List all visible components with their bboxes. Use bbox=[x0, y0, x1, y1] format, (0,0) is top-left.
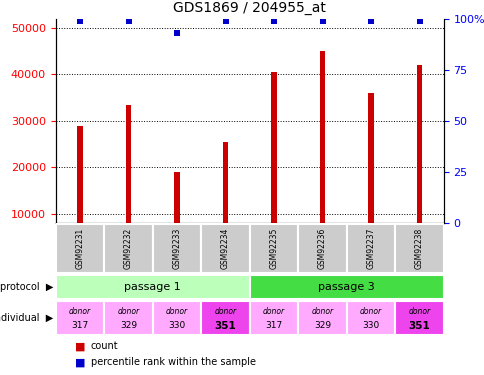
FancyBboxPatch shape bbox=[249, 224, 298, 273]
Text: count: count bbox=[91, 341, 118, 351]
Text: donor: donor bbox=[311, 307, 333, 316]
Text: 351: 351 bbox=[214, 321, 236, 331]
FancyBboxPatch shape bbox=[394, 224, 443, 273]
FancyBboxPatch shape bbox=[104, 301, 152, 335]
FancyBboxPatch shape bbox=[152, 301, 201, 335]
Text: 330: 330 bbox=[362, 321, 379, 330]
Point bbox=[221, 18, 229, 24]
Text: donor: donor bbox=[166, 307, 188, 316]
FancyBboxPatch shape bbox=[56, 224, 104, 273]
Text: 317: 317 bbox=[71, 321, 89, 330]
FancyBboxPatch shape bbox=[249, 275, 443, 298]
Text: GSM92234: GSM92234 bbox=[221, 228, 229, 269]
Text: donor: donor bbox=[214, 307, 236, 316]
FancyBboxPatch shape bbox=[394, 301, 443, 335]
Bar bbox=[77, 126, 83, 260]
Text: donor: donor bbox=[262, 307, 285, 316]
Point bbox=[318, 18, 326, 24]
FancyBboxPatch shape bbox=[56, 275, 249, 298]
Text: growth protocol  ▶: growth protocol ▶ bbox=[0, 282, 53, 292]
Text: 329: 329 bbox=[313, 321, 331, 330]
Text: ■: ■ bbox=[75, 357, 86, 368]
Point bbox=[76, 18, 84, 24]
Bar bbox=[416, 65, 422, 260]
Title: GDS1869 / 204955_at: GDS1869 / 204955_at bbox=[173, 1, 326, 15]
Text: GSM92232: GSM92232 bbox=[124, 228, 133, 269]
Bar bbox=[367, 93, 373, 260]
Text: donor: donor bbox=[408, 307, 430, 316]
Text: donor: donor bbox=[359, 307, 381, 316]
Text: 330: 330 bbox=[168, 321, 185, 330]
Bar bbox=[271, 72, 276, 260]
Point bbox=[366, 18, 374, 24]
Text: donor: donor bbox=[69, 307, 91, 316]
Text: donor: donor bbox=[117, 307, 139, 316]
Bar bbox=[319, 51, 325, 260]
Text: GSM92235: GSM92235 bbox=[269, 228, 278, 269]
FancyBboxPatch shape bbox=[56, 301, 104, 335]
Text: percentile rank within the sample: percentile rank within the sample bbox=[91, 357, 255, 368]
Text: 329: 329 bbox=[120, 321, 137, 330]
FancyBboxPatch shape bbox=[201, 301, 249, 335]
Point bbox=[124, 18, 132, 24]
Text: GSM92236: GSM92236 bbox=[318, 228, 326, 269]
FancyBboxPatch shape bbox=[249, 301, 298, 335]
FancyBboxPatch shape bbox=[298, 224, 346, 273]
Point bbox=[415, 18, 423, 24]
Text: passage 3: passage 3 bbox=[318, 282, 375, 292]
Text: GSM92237: GSM92237 bbox=[366, 228, 375, 269]
Text: passage 1: passage 1 bbox=[124, 282, 181, 292]
FancyBboxPatch shape bbox=[346, 301, 394, 335]
Text: GSM92231: GSM92231 bbox=[76, 228, 84, 269]
Text: GSM92238: GSM92238 bbox=[414, 228, 423, 269]
Text: GSM92233: GSM92233 bbox=[172, 228, 181, 269]
FancyBboxPatch shape bbox=[152, 224, 201, 273]
Bar bbox=[125, 105, 131, 260]
Bar bbox=[222, 142, 228, 260]
Text: 317: 317 bbox=[265, 321, 282, 330]
FancyBboxPatch shape bbox=[298, 301, 346, 335]
Text: individual  ▶: individual ▶ bbox=[0, 313, 53, 323]
Text: ■: ■ bbox=[75, 341, 86, 351]
FancyBboxPatch shape bbox=[346, 224, 394, 273]
FancyBboxPatch shape bbox=[201, 224, 249, 273]
Point bbox=[173, 30, 181, 36]
Text: 351: 351 bbox=[408, 321, 429, 331]
Bar bbox=[174, 172, 180, 260]
FancyBboxPatch shape bbox=[104, 224, 152, 273]
Point bbox=[270, 18, 277, 24]
